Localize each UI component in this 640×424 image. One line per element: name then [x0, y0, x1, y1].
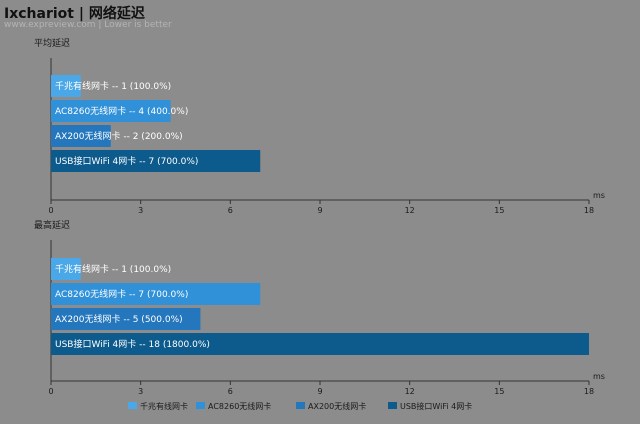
bar [51, 100, 171, 122]
bar-data-label: AX200无线网卡 -- 5 (500.0%) [55, 313, 183, 325]
bar-data-label: 千兆有线网卡 -- 1 (100.0%) [55, 80, 171, 92]
panel-title: 平均延迟 [34, 37, 70, 49]
legend-entry: USB接口WiFi 4网卡 [400, 401, 472, 411]
x-tick-label: 9 [317, 387, 322, 396]
legend-entry: AC8260无线网卡 [208, 401, 271, 411]
x-tick-label: 12 [405, 206, 415, 215]
legend-swatch [196, 402, 205, 409]
bar-data-label: 千兆有线网卡 -- 1 (100.0%) [55, 263, 171, 275]
bar-data-label: USB接口WiFi 4网卡 -- 18 (1800.0%) [55, 338, 210, 350]
x-axis-unit: ms [593, 191, 605, 200]
legend-entry: 千兆有线网卡 [140, 401, 188, 411]
x-tick-label: 3 [138, 206, 143, 215]
x-tick-label: 18 [584, 387, 594, 396]
bar [51, 75, 81, 97]
x-axis-unit: ms [593, 372, 605, 381]
x-tick-label: 15 [494, 387, 504, 396]
x-tick-label: 18 [584, 206, 594, 215]
panel-title: 最高延迟 [34, 219, 70, 231]
legend-swatch [296, 402, 305, 409]
legend-swatch [128, 402, 137, 409]
legend-entry: AX200无线网卡 [308, 401, 366, 411]
legend-swatch [388, 402, 397, 409]
bar [51, 283, 261, 305]
x-tick-label: 3 [138, 387, 143, 396]
bar [51, 125, 111, 147]
x-tick-label: 15 [494, 206, 504, 215]
bar-data-label: USB接口WiFi 4网卡 -- 7 (700.0%) [55, 155, 198, 167]
x-tick-label: 6 [228, 387, 233, 396]
bar [51, 150, 261, 172]
x-tick-label: 0 [48, 387, 53, 396]
bar [51, 308, 201, 330]
x-tick-label: 12 [405, 387, 415, 396]
x-tick-label: 0 [48, 206, 53, 215]
bar [51, 333, 589, 355]
chart-title: Ixchariot | 网络延迟 [4, 6, 145, 22]
bar-data-label: AX200无线网卡 -- 2 (200.0%) [55, 130, 183, 142]
x-tick-label: 6 [228, 206, 233, 215]
chart-subtitle: www.expreview.com | Lower is better [4, 20, 172, 30]
bar-data-label: AC8260无线网卡 -- 7 (700.0%) [55, 288, 188, 300]
bar-data-label: AC8260无线网卡 -- 4 (400.0%) [55, 105, 188, 117]
x-tick-label: 9 [317, 206, 322, 215]
bar [51, 258, 81, 280]
